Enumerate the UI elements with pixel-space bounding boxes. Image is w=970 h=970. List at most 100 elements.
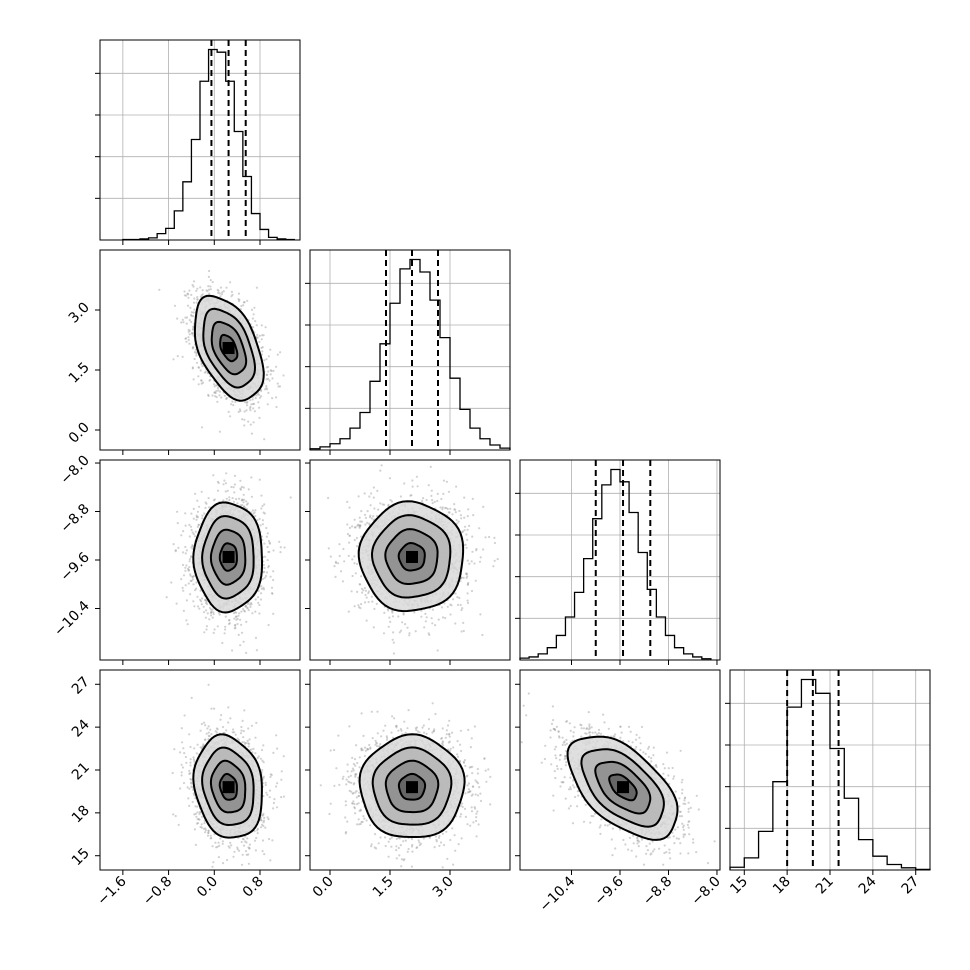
scatter-point	[238, 497, 241, 500]
scatter-point	[216, 489, 220, 492]
histogram-panel-0	[95, 39, 301, 245]
scatter-point	[190, 512, 193, 515]
scatter-point	[190, 555, 193, 558]
scatter-point	[278, 540, 281, 543]
scatter-point	[245, 409, 248, 412]
scatter-point	[189, 306, 192, 309]
scatter-point	[243, 410, 246, 413]
histogram-frame-0	[99, 39, 301, 241]
scatter-point	[217, 611, 220, 615]
scatter-point	[205, 502, 208, 505]
contour-line-0-1-2	[202, 307, 257, 389]
scatter-point	[279, 546, 282, 549]
scatter-point	[174, 550, 177, 553]
scatter-point	[212, 631, 215, 635]
contour-line-0-2-2	[201, 515, 255, 600]
scatter-point	[188, 560, 191, 563]
scatter-point	[260, 346, 263, 350]
scatter-point	[182, 321, 185, 324]
scatter-point	[193, 297, 196, 300]
scatter-point	[242, 505, 246, 508]
scatter-point	[243, 609, 246, 612]
scatter-point	[198, 607, 201, 610]
scatter-point	[240, 631, 244, 634]
scatter-point	[262, 588, 265, 591]
scatter-point	[232, 500, 235, 503]
scatter-point	[237, 410, 240, 414]
scatter-point	[271, 377, 274, 380]
scatter-point	[270, 369, 273, 373]
scatter-point	[260, 585, 263, 588]
scatter-point	[239, 644, 242, 647]
scatter-point	[203, 371, 206, 374]
scatter-point	[219, 286, 223, 289]
scatter-point	[243, 498, 246, 501]
scatter-point	[251, 398, 254, 401]
scatter-point	[191, 531, 194, 534]
scatter-point	[250, 476, 253, 479]
scatter-point	[271, 592, 274, 595]
scatter-point	[209, 608, 212, 611]
scatter-point	[370, 595, 373, 598]
scatter-point	[184, 569, 187, 572]
scatter-point	[246, 607, 249, 610]
scatter-point	[188, 566, 191, 569]
scatter-point	[255, 286, 258, 289]
scatter-point	[251, 402, 255, 406]
scatter-point	[213, 391, 216, 394]
scatter-point	[213, 498, 216, 501]
scatter-point	[248, 603, 252, 606]
scatter-point	[455, 519, 458, 522]
scatter-point	[353, 526, 356, 529]
scatter-point	[174, 549, 177, 552]
scatter-point	[172, 543, 175, 546]
scatter-point	[201, 289, 204, 292]
scatter-point	[201, 293, 204, 296]
scatter-point	[252, 512, 255, 515]
scatter-point	[197, 383, 200, 386]
scatter-point	[192, 285, 195, 288]
scatter-point	[358, 606, 361, 609]
scatter-point	[270, 586, 274, 589]
scatter-point	[257, 601, 260, 604]
scatter-point	[334, 575, 337, 579]
scatter-point	[187, 338, 190, 342]
scatter-point	[372, 496, 375, 499]
scatter-point	[218, 292, 221, 295]
scatter-point	[276, 382, 279, 385]
scatter-point	[205, 602, 208, 605]
scatter-point	[203, 512, 206, 515]
scatter-point	[217, 389, 220, 392]
scatter-point	[237, 298, 240, 301]
scatter-point	[192, 346, 195, 349]
scatter-point	[350, 590, 353, 593]
scatter-point	[249, 423, 252, 426]
scatter-point	[192, 533, 195, 536]
scatter-panel-0-1	[95, 249, 301, 455]
scatter-point	[196, 510, 199, 513]
scatter-point	[258, 416, 261, 419]
scatter-point	[220, 293, 223, 296]
scatter-point	[466, 538, 469, 542]
scatter-point	[197, 523, 200, 526]
scatter-point	[212, 499, 215, 502]
scatter-point	[191, 545, 194, 548]
scatter-point	[237, 614, 240, 617]
scatter-point	[245, 651, 248, 655]
scatter-point	[207, 497, 210, 500]
scatter-point	[191, 346, 195, 349]
scatter-point	[218, 394, 221, 397]
scatter-point	[180, 321, 183, 324]
scatter-point	[182, 609, 185, 613]
scatter-point	[196, 499, 199, 502]
scatter-point	[253, 410, 256, 413]
scatter-point	[263, 542, 266, 545]
scatter-point	[268, 550, 271, 554]
scatter-point	[201, 597, 204, 600]
scatter-point	[244, 605, 247, 608]
scatter-point	[191, 332, 194, 335]
scatter-point	[192, 327, 195, 330]
scatter-point	[186, 567, 190, 571]
scatter-point	[182, 551, 185, 554]
scatter-point	[196, 298, 199, 301]
